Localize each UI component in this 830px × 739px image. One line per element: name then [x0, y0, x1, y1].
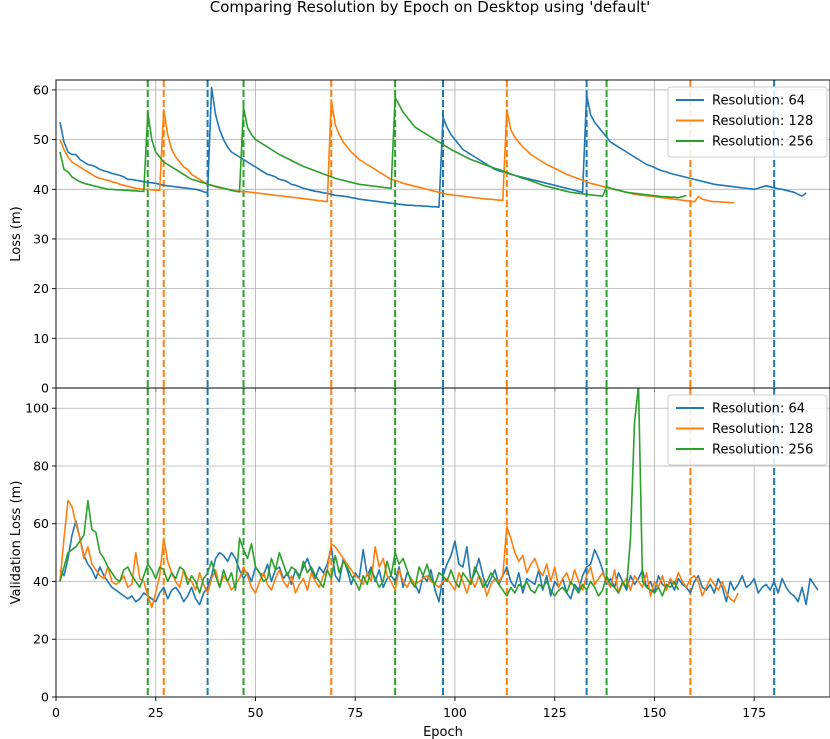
figure-title: Comparing Resolution by Epoch on Desktop… — [210, 0, 651, 16]
y-tick-label: 0 — [41, 381, 49, 396]
legend-box — [667, 86, 828, 158]
loss-y-ticks: 0 10 20 30 40 50 60 — [33, 82, 56, 396]
legend-label-resolution-64: Resolution: 64 — [712, 94, 805, 109]
loss-epoch-markers — [146, 80, 776, 388]
legend-label-resolution-128: Resolution: 128 — [712, 422, 813, 437]
legend-label-resolution-256: Resolution: 256 — [712, 443, 813, 458]
x-axis-label: Epoch — [423, 725, 463, 739]
loss-legend: Resolution: 64 Resolution: 128 Resolution:… — [667, 86, 828, 158]
x-tick-label: 75 — [347, 705, 363, 720]
x-tick-label: 125 — [543, 705, 567, 720]
loss-series-lines — [59, 86, 807, 208]
validation-axes-frame — [55, 387, 830, 698]
validation-y-axis-label: Validation Loss (m) — [9, 481, 24, 605]
y-tick-label: 80 — [33, 458, 49, 473]
validation-loss-panel: 0 20 40 60 80 100 0 25 50 75 100 125 150 175 Validat… — [9, 387, 830, 739]
legend-label-resolution-128: Resolution: 128 — [712, 114, 813, 129]
y-tick-label: 20 — [33, 281, 49, 296]
validation-x-ticks: 0 25 50 75 100 125 150 175 — [52, 697, 766, 720]
y-tick-label: 0 — [41, 690, 49, 705]
x-tick-label: 0 — [52, 705, 60, 720]
y-tick-label: 40 — [33, 574, 49, 589]
y-tick-label: 60 — [33, 516, 49, 531]
x-tick-label: 50 — [248, 705, 264, 720]
x-tick-label: 175 — [742, 705, 766, 720]
validation-y-ticks: 0 20 40 60 80 100 — [25, 401, 56, 705]
y-tick-label: 50 — [33, 132, 49, 147]
y-tick-label: 30 — [33, 231, 49, 246]
y-tick-label: 40 — [33, 182, 49, 197]
series-line-resolution-64 — [59, 86, 807, 208]
series-line-resolution-256 — [59, 388, 680, 597]
loss-y-axis-label: Loss (m) — [9, 206, 24, 261]
legend-box — [667, 394, 828, 466]
series-line-resolution-256 — [59, 96, 687, 199]
y-tick-label: 60 — [33, 82, 49, 97]
x-tick-label: 150 — [643, 705, 667, 720]
validation-series-lines — [59, 388, 819, 609]
y-tick-label: 20 — [33, 632, 49, 647]
axes-border — [55, 387, 830, 698]
y-tick-label: 100 — [25, 401, 49, 416]
series-line-resolution-64 — [59, 519, 819, 606]
validation-legend: Resolution: 64 Resolution: 128 Resolution:… — [667, 394, 828, 466]
x-tick-label: 25 — [148, 705, 164, 720]
legend-label-resolution-256: Resolution: 256 — [712, 135, 813, 150]
x-tick-label: 100 — [443, 705, 467, 720]
legend-label-resolution-64: Resolution: 64 — [712, 402, 805, 417]
y-tick-label: 10 — [33, 331, 49, 346]
